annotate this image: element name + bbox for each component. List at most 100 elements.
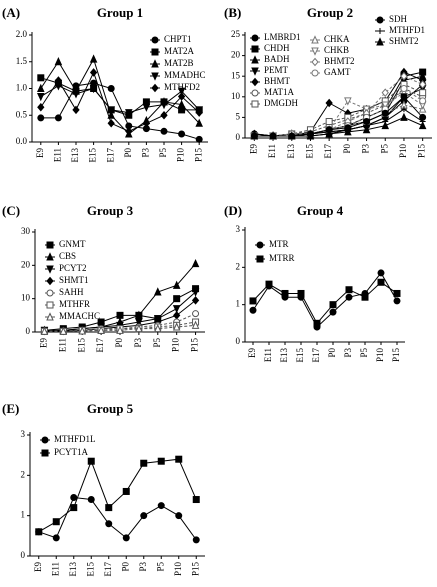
marker: [78, 326, 87, 335]
x-tick-label: P5: [152, 338, 162, 348]
x-tick-label: E9: [247, 348, 257, 358]
legend-label: MTHFD1L: [54, 434, 96, 444]
marker: [419, 89, 427, 97]
legend-label: GAMT: [324, 67, 351, 77]
y-tick-label: 0: [26, 326, 31, 336]
marker: [311, 69, 319, 77]
marker: [269, 131, 277, 140]
marker: [400, 85, 408, 93]
marker: [173, 311, 181, 320]
marker: [46, 241, 54, 249]
marker: [381, 109, 389, 117]
legend-label: CHKA: [324, 34, 350, 44]
y-tick-label: 0: [21, 550, 26, 560]
marker: [142, 103, 151, 112]
y-tick-label: 2: [236, 261, 241, 271]
marker: [151, 36, 159, 44]
marker: [192, 496, 200, 504]
marker: [54, 57, 63, 66]
x-tick-label: E9: [35, 148, 45, 158]
marker: [297, 289, 305, 297]
marker: [89, 68, 98, 77]
x-tick-label: P15: [193, 148, 203, 163]
legend-label: LMBRD1: [264, 32, 301, 42]
panel-label: (B): [224, 5, 241, 20]
legend-label: DMGDH: [264, 98, 299, 108]
marker: [381, 101, 390, 110]
marker: [70, 504, 78, 512]
legend-label: MAT2B: [164, 58, 194, 68]
x-tick-label: E17: [323, 144, 333, 159]
marker: [153, 323, 162, 333]
marker: [345, 293, 353, 301]
marker: [37, 74, 45, 82]
x-tick-label: E13: [286, 144, 296, 159]
y-tick-label: 30: [21, 226, 31, 236]
y-tick-label: 1.5: [16, 56, 28, 66]
x-tick-label: P15: [417, 144, 427, 159]
marker: [418, 80, 427, 89]
x-tick-label: P3: [361, 144, 371, 154]
legend-label: PCYT2: [59, 263, 87, 273]
x-tick-label: E17: [311, 348, 321, 363]
legend-label: SHMT2: [389, 36, 419, 46]
x-tick-label: P0: [327, 348, 337, 358]
legend-label: GNMT: [59, 239, 86, 249]
marker: [192, 310, 200, 318]
marker: [157, 502, 165, 510]
legend-label: MTHFD2: [164, 82, 200, 92]
marker: [251, 77, 259, 87]
marker: [325, 129, 333, 138]
y-tick-label: 20: [231, 50, 241, 60]
series-line: [254, 75, 423, 137]
y-tick-label: 15: [231, 70, 241, 80]
marker: [306, 131, 315, 140]
series-line: [254, 92, 423, 137]
chart-title: Group 3: [87, 203, 134, 218]
marker: [325, 98, 333, 108]
marker: [287, 131, 296, 140]
x-tick-label: P10: [375, 348, 385, 363]
marker: [256, 241, 264, 249]
y-tick-label: 1: [21, 510, 26, 520]
series-line: [254, 87, 423, 137]
x-tick-label: P15: [391, 348, 401, 363]
y-tick-label: 3: [21, 429, 26, 439]
x-tick-label: E15: [305, 144, 315, 159]
x-tick-label: P3: [138, 562, 148, 572]
marker: [41, 436, 49, 444]
marker: [70, 494, 78, 502]
legend-label: MMACHC: [59, 311, 100, 321]
x-tick-label: E15: [85, 562, 95, 577]
x-tick-label: P5: [359, 348, 369, 358]
marker: [105, 504, 113, 512]
x-tick-label: E13: [70, 148, 80, 163]
marker: [72, 90, 80, 99]
panel-label: (C): [2, 203, 20, 218]
legend-label: CHKB: [324, 45, 349, 55]
series-line: [254, 116, 423, 137]
marker: [400, 112, 408, 121]
legend-label: CHPT1: [164, 34, 192, 44]
series-line: [252, 272, 398, 328]
x-tick-label: P0: [120, 562, 130, 572]
marker: [105, 520, 113, 528]
marker: [311, 57, 319, 67]
x-tick-label: P10: [176, 148, 186, 163]
marker: [157, 457, 165, 465]
x-tick-label: E13: [68, 562, 78, 577]
marker: [46, 265, 54, 274]
marker: [172, 305, 181, 314]
x-tick-label: P5: [379, 144, 389, 154]
series-line: [38, 496, 197, 541]
y-tick-label: 2.0: [16, 29, 28, 39]
series-line: [40, 57, 200, 135]
marker: [195, 135, 203, 143]
y-tick-label: 0.0: [16, 136, 28, 146]
marker: [400, 106, 407, 113]
x-tick-label: P5: [158, 148, 168, 158]
legend-label: MTHFD1: [389, 25, 425, 35]
series-line: [40, 82, 200, 140]
x-tick-label: E9: [33, 562, 43, 572]
marker: [54, 114, 62, 122]
